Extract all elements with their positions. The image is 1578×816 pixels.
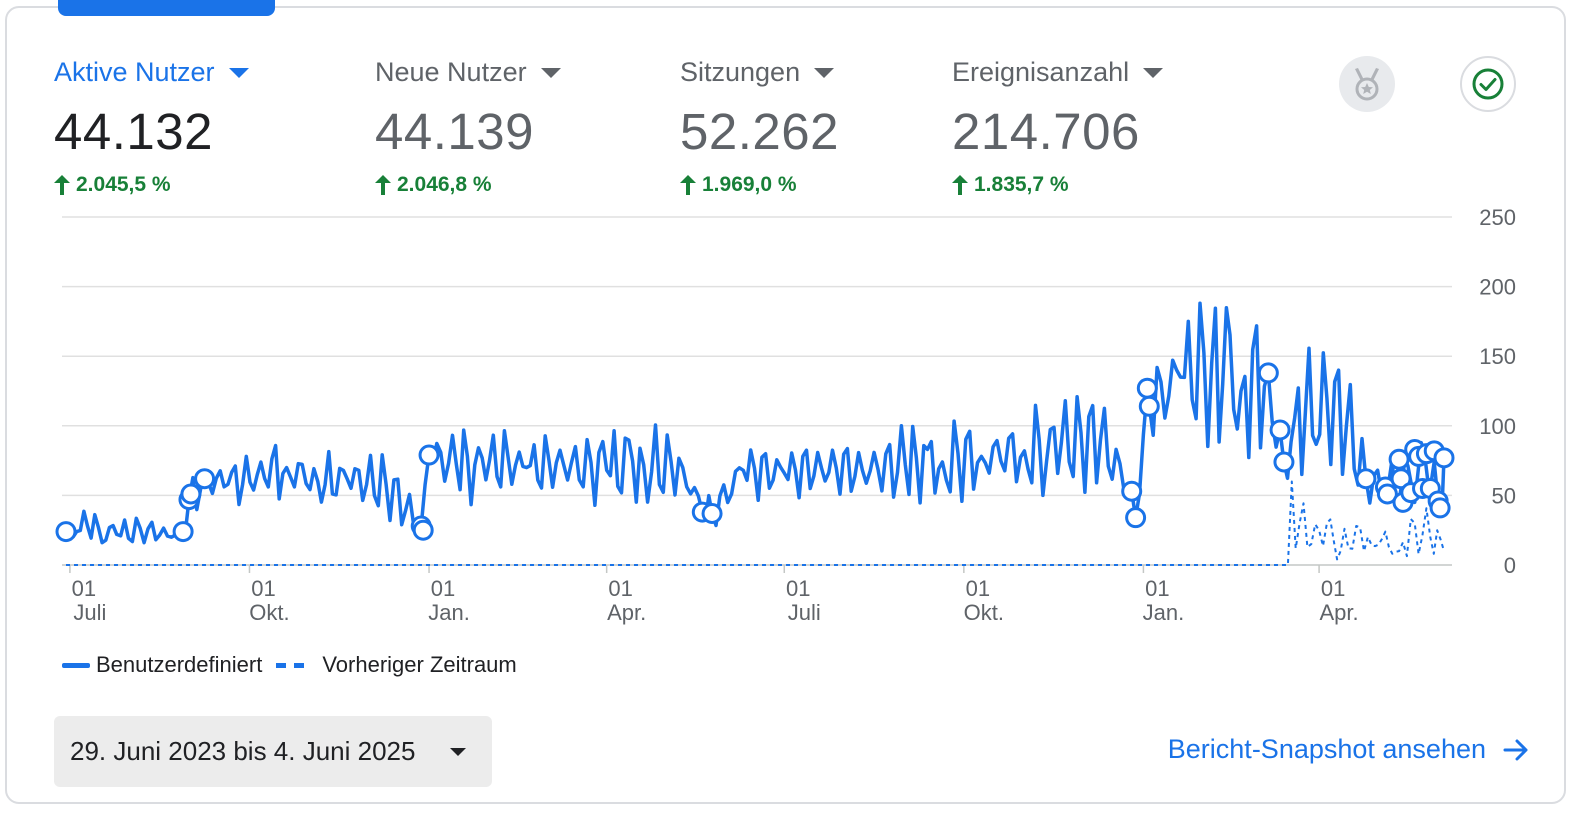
report-snapshot-link-text: Bericht-Snapshot ansehen [1167,734,1486,764]
annotation-marker [1355,468,1377,490]
x-tick-day: 01 [251,576,275,601]
y-tick-label: 150 [1479,344,1516,369]
metric-change-text: 1.835,7 % [974,173,1069,196]
metric-label[interactable]: Aktive Nutzer [54,52,249,92]
arrow-right-icon [1503,739,1528,760]
y-tick-label: 50 [1492,483,1516,508]
annotation-marker [1121,480,1143,502]
y-tick-label: 250 [1479,205,1516,230]
x-tick-month: Jan. [1143,600,1185,625]
annotation-marker [1433,447,1455,469]
annotation-marker [1269,419,1291,441]
y-tick-label: 0 [1504,553,1516,578]
metric-change: 1.835,7 % [952,173,1163,197]
annotation-marker [701,502,723,524]
arrow-up-icon [375,175,391,195]
legend-swatch-solid [62,662,90,668]
metric-label[interactable]: Ereignisanzahl [952,52,1164,92]
date-range-text: 29. Juni 2023 bis 4. Juni 2025 [70,736,416,766]
metric-label-text: Sitzungen [680,56,801,87]
y-axis-ticks: 0 50 100 150 200 250 [1479,205,1516,578]
y-tick-label: 200 [1479,275,1516,300]
x-tick-month: Apr. [607,600,646,625]
y-tick-label: 100 [1479,414,1516,439]
legend-item-current: Benutzerdefiniert [62,652,262,678]
metric-change-text: 2.046,8 % [397,173,492,196]
metric-sessions[interactable]: Sitzungen 52.262 1.969,0 % [680,52,839,197]
x-tick-month: Juli [73,600,106,625]
x-tick-day: 01 [966,576,990,601]
x-axis-ticks: 01Juli01Okt.01Jan.01Apr.01Juli01Okt.01Ja… [72,576,1359,625]
metric-change-text: 1.969,0 % [702,173,797,196]
metric-active-users[interactable]: Aktive Nutzer 44.132 2.045,5 % [54,52,249,197]
x-tick-month: Okt. [249,600,289,625]
arrow-up-icon [952,175,968,195]
check-circle-icon[interactable] [1460,56,1516,112]
annotation-marker [1138,395,1160,417]
metric-value: 44.132 [54,103,213,160]
x-tick-month: Juli [788,600,821,625]
annotation-marker [1257,362,1279,384]
report-snapshot-link[interactable]: Bericht-Snapshot ansehen [1168,734,1530,765]
metric-label-text: Neue Nutzer [375,56,527,87]
annotation-marker [1388,448,1410,470]
selected-tab-indicator [58,0,275,16]
annotation-marker [180,483,202,505]
x-tick-month: Jan. [428,600,470,625]
metric-label[interactable]: Neue Nutzer [375,52,561,92]
annotation-marker [1429,497,1451,519]
chart-markers [55,362,1455,543]
metric-change: 2.046,8 % [375,173,561,197]
caret-down-icon [814,68,835,78]
legend-item-previous: Vorheriger Zeitraum [276,652,517,678]
annotation-marker [1376,483,1398,505]
annotation-marker [1136,377,1158,399]
annotation-marker [418,444,440,466]
x-tick-day: 01 [1321,576,1345,601]
series-line-previous [66,480,1445,566]
arrow-up-icon [680,175,696,195]
caret-down-icon [1143,68,1164,78]
arrow-up-icon [54,175,70,195]
legend-label-previous: Vorheriger Zeitraum [322,652,517,677]
legend-swatch-dashed [276,662,305,668]
x-tick-day: 01 [608,576,632,601]
x-tick-day: 01 [1145,576,1169,601]
chart-legend: Benutzerdefiniert Vorheriger Zeitraum [62,652,531,678]
annotation-marker [172,521,194,543]
metric-label-text: Ereignisanzahl [952,56,1130,87]
annotation-marker [1125,507,1147,529]
legend-label-current: Benutzerdefiniert [96,652,263,677]
x-tick-day: 01 [786,576,810,601]
metric-change-text: 2.045,5 % [76,173,171,196]
x-tick-month: Okt. [964,600,1004,625]
annotation-marker [1390,468,1412,490]
caret-down-icon [228,68,249,78]
metric-event-count[interactable]: Ereignisanzahl 214.706 1.835,7 % [952,52,1164,197]
x-tick-day: 01 [431,576,455,601]
metric-value: 44.139 [375,103,534,160]
caret-down-icon [450,748,466,756]
caret-down-icon [540,68,561,78]
metric-label[interactable]: Sitzungen [680,52,839,92]
metric-change: 1.969,0 % [680,173,839,197]
annotation-marker [55,521,77,543]
metric-label-text: Aktive Nutzer [54,56,215,87]
chart-series [64,301,1446,566]
metric-change: 2.045,5 % [54,173,249,197]
annotation-marker [1273,451,1295,473]
metric-new-users[interactable]: Neue Nutzer 44.139 2.046,8 % [375,52,561,197]
metric-value: 214.706 [952,103,1140,160]
chart-grid [62,216,1452,573]
annotation-marker [194,468,216,490]
date-range-dropdown[interactable]: 29. Juni 2023 bis 4. Juni 2025 [54,716,492,787]
x-tick-day: 01 [72,576,96,601]
x-tick-month: Apr. [1320,600,1359,625]
series-line-current [64,301,1446,545]
metric-value: 52.262 [680,103,839,160]
medal-icon[interactable] [1339,56,1395,112]
annotation-marker [412,519,434,541]
